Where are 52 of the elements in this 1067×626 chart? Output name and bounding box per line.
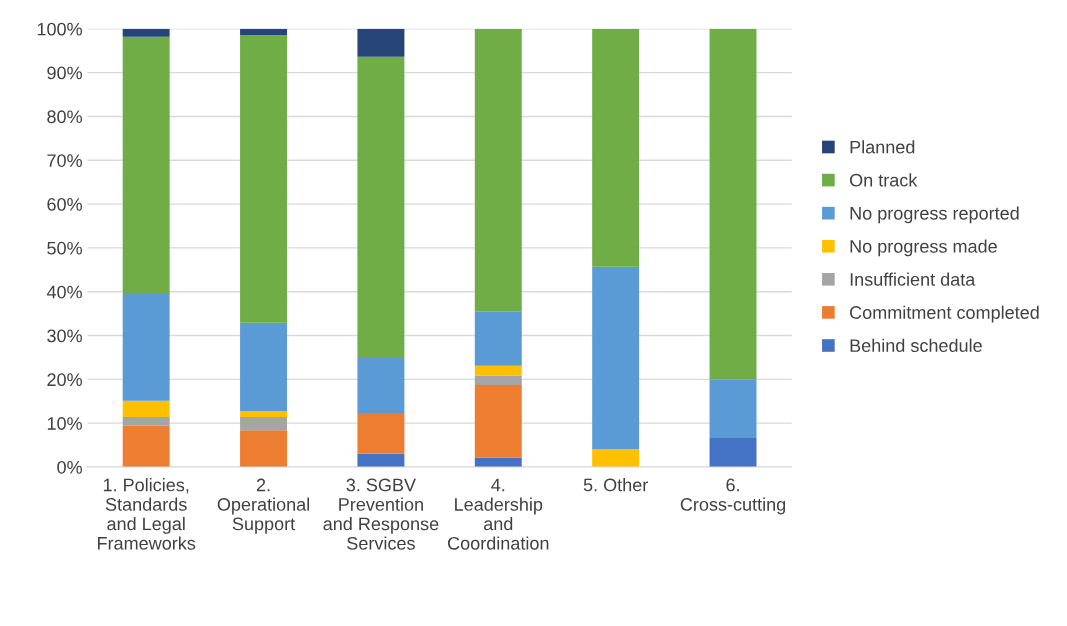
y-tick-label: 60% bbox=[47, 198, 82, 211]
y-tick-label: 30% bbox=[47, 329, 82, 343]
y-tick-label: 0% bbox=[57, 460, 82, 474]
bar bbox=[357, 413, 405, 454]
bar bbox=[709, 28, 757, 380]
y-tick-label: 10% bbox=[47, 417, 82, 430]
y-tick-label: 90% bbox=[47, 66, 82, 80]
legend-label: Insufficient data bbox=[850, 272, 976, 286]
bar bbox=[357, 453, 405, 467]
x-tick-label: 6. Cross-cutting bbox=[680, 478, 786, 515]
bar bbox=[240, 430, 288, 467]
bar bbox=[240, 417, 288, 431]
y-tick-label: 80% bbox=[47, 110, 82, 124]
y-tick-label: 20% bbox=[47, 373, 82, 387]
bar bbox=[709, 438, 757, 467]
bar bbox=[357, 357, 405, 414]
x-tick-label: 1. Policies, Standards and Legal Frameworks bbox=[98, 478, 196, 550]
bar bbox=[474, 28, 522, 312]
x-tick-label: 3. SGBV Prevention and Response Services bbox=[323, 478, 439, 550]
legend-label: Commitment completed bbox=[850, 305, 1039, 323]
legend-label: No progress made bbox=[850, 239, 997, 257]
y-tick-label: 40% bbox=[46, 285, 82, 299]
legend-label: No progress reported bbox=[850, 206, 1019, 224]
bar bbox=[474, 375, 522, 386]
bar bbox=[474, 385, 522, 458]
bar bbox=[122, 400, 170, 418]
bar bbox=[122, 28, 170, 37]
bar bbox=[592, 28, 640, 267]
bar bbox=[122, 36, 170, 294]
x-tick-label: 2. Operational Support bbox=[217, 478, 310, 534]
y-tick-label: 70% bbox=[47, 154, 82, 167]
bar bbox=[357, 56, 405, 358]
bar bbox=[122, 425, 170, 467]
bar bbox=[240, 34, 288, 323]
bar bbox=[122, 293, 170, 401]
legend-label: On track bbox=[849, 173, 918, 187]
legend-label: Planned bbox=[850, 140, 915, 154]
bar bbox=[474, 365, 522, 376]
bar bbox=[709, 379, 757, 439]
y-tick-label: 50% bbox=[47, 241, 82, 255]
bar bbox=[240, 28, 288, 35]
bar bbox=[357, 28, 405, 57]
bar bbox=[240, 322, 288, 411]
x-tick-label: 5. Other bbox=[583, 478, 648, 492]
bar bbox=[122, 417, 170, 426]
bar bbox=[592, 266, 640, 450]
y-tick-label: 100% bbox=[37, 22, 82, 36]
bar bbox=[474, 311, 522, 366]
bar bbox=[240, 410, 288, 418]
legend-label: Behind schedule bbox=[850, 338, 982, 352]
bar bbox=[592, 449, 640, 467]
x-tick-label: 4. Leadership and Coordination bbox=[448, 478, 549, 550]
